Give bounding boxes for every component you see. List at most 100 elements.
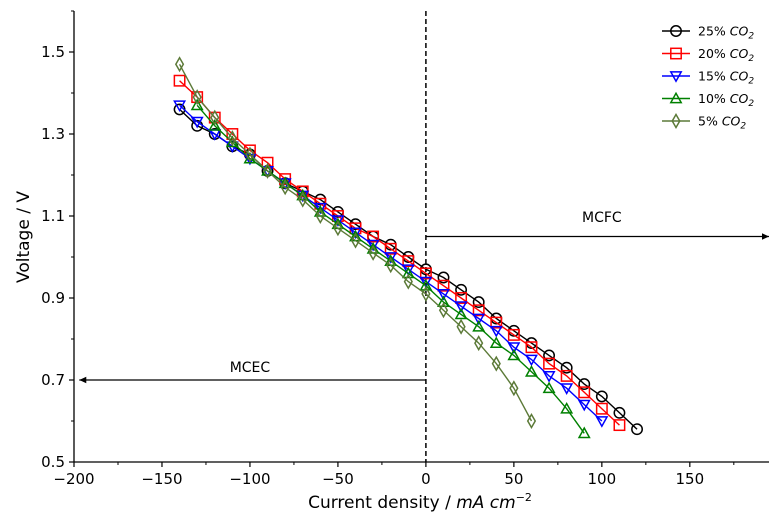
data-point-4-0: [174, 56, 185, 73]
data-point-3-20: [542, 381, 556, 394]
data-point-0-15: [437, 271, 450, 284]
data-point-2-18: [489, 325, 503, 338]
legend-label-subscript: 2: [748, 99, 754, 109]
legend-marker-4: [671, 112, 681, 130]
legend-label-pct: 15%: [698, 69, 730, 84]
data-point-0-26: [631, 423, 643, 436]
data-point-1-17: [472, 304, 485, 317]
data-point-2-14: [419, 276, 433, 289]
arrow-head-0: [762, 233, 769, 240]
data-point-4-9: [333, 220, 343, 237]
data-point-1-12: [384, 242, 397, 255]
legend-label-pct: 5%: [698, 114, 722, 129]
data-point-4-17: [474, 335, 484, 352]
data-point-2-13: [401, 264, 415, 277]
data-point-3-15: [454, 307, 468, 320]
data-point-2-12: [384, 252, 398, 264]
data-point-4-18: [491, 355, 501, 372]
legend-label-co: CO: [730, 24, 749, 39]
legend-label-pct: 20%: [698, 46, 730, 61]
data-point-4-8: [315, 207, 325, 225]
data-point-4-16: [456, 318, 466, 335]
data-point-4-3: [227, 130, 237, 147]
data-point-1-16: [455, 292, 468, 304]
annotation-mcfc: MCFC: [582, 210, 622, 226]
x-axis-label-exponent: −2: [516, 491, 532, 504]
legend-label-co: CO: [730, 91, 749, 106]
legend-label-pct: 25%: [698, 24, 730, 39]
data-point-0-21: [543, 349, 556, 362]
data-point-2-9: [331, 215, 345, 227]
data-point-2-16: [454, 301, 468, 313]
data-point-3-12: [401, 266, 415, 279]
legend-label-3: 10% CO2: [698, 91, 754, 109]
data-point-0-24: [595, 390, 608, 403]
data-point-4-7: [298, 191, 308, 208]
data-point-2-0: [173, 100, 187, 113]
data-point-3-13: [419, 278, 433, 291]
legend-label-subscript: 2: [740, 122, 746, 132]
data-point-3-21: [560, 401, 574, 414]
data-point-2-15: [437, 288, 450, 301]
data-point-1-15: [437, 279, 450, 292]
data-point-4-15: [438, 302, 449, 319]
data-point-2-20: [524, 354, 538, 367]
axes-layer: −200 −150 −100 −50 0 50 100 150 0.5 0.7 0.9 1.1 1.3 1…: [41, 10, 769, 488]
legend-label-0: 25% CO2: [698, 24, 754, 42]
legend-label-subscript: 2: [748, 77, 754, 87]
data-point-1-18: [490, 316, 503, 329]
data-point-3-3: [243, 151, 257, 164]
data-point-1-11: [367, 230, 380, 243]
data-point-3-19: [524, 365, 538, 377]
series-line-4: [178, 63, 533, 422]
legend-label-co: CO: [730, 46, 749, 61]
data-point-2-17: [472, 313, 486, 326]
data-point-3-22: [577, 426, 591, 439]
data-point-4-2: [210, 109, 220, 126]
legend-label-1: 20% CO2: [698, 46, 754, 64]
data-point-2-1: [190, 116, 204, 129]
data-point-4-1: [192, 89, 202, 106]
data-point-1-5: [261, 156, 274, 169]
x-axis-label-text: Current density /: [308, 493, 456, 513]
x-tick-label-6: 100: [588, 470, 617, 488]
data-point-4-13: [403, 273, 413, 290]
legend-label-subscript: 2: [748, 54, 754, 64]
data-point-0-16: [455, 283, 468, 296]
data-point-1-21: [543, 357, 556, 370]
y-tick-label-5: 1.5: [41, 43, 65, 61]
data-point-4-5: [262, 162, 273, 179]
data-point-4-20: [526, 412, 537, 430]
data-point-1-19: [507, 328, 520, 341]
legend-marker-0: [670, 25, 682, 37]
data-point-4-11: [368, 244, 378, 261]
data-point-1-22: [560, 369, 573, 382]
x-tick-label-4: 0: [421, 470, 431, 488]
data-point-2-19: [507, 342, 521, 354]
y-axis-label: Voltage / V: [14, 191, 34, 283]
y-tick-label-1: 0.7: [41, 371, 65, 389]
data-point-0-17: [472, 296, 485, 309]
legend-label-co: CO: [730, 69, 749, 84]
data-point-4-4: [245, 146, 255, 163]
data-point-2-24: [595, 416, 609, 428]
data-point-3-1: [208, 119, 222, 131]
legend-marker-3: [669, 91, 683, 104]
y-tick-label-3: 1.1: [41, 207, 65, 225]
legend-label-4: 5% CO2: [698, 114, 746, 132]
data-point-4-19: [509, 380, 519, 397]
data-point-4-12: [386, 257, 396, 274]
series-1: [173, 74, 626, 432]
data-point-3-16: [472, 319, 486, 332]
x-tick-label-5: 50: [504, 470, 523, 488]
data-point-3-0: [190, 98, 204, 111]
data-point-4-6: [280, 179, 290, 196]
arrow-head-1: [79, 376, 87, 384]
data-point-0-25: [613, 406, 626, 419]
data-point-1-23: [578, 386, 591, 399]
data-point-1-25: [613, 419, 626, 432]
series-line-3: [196, 104, 585, 434]
y-tick-label-2: 0.9: [41, 289, 65, 307]
